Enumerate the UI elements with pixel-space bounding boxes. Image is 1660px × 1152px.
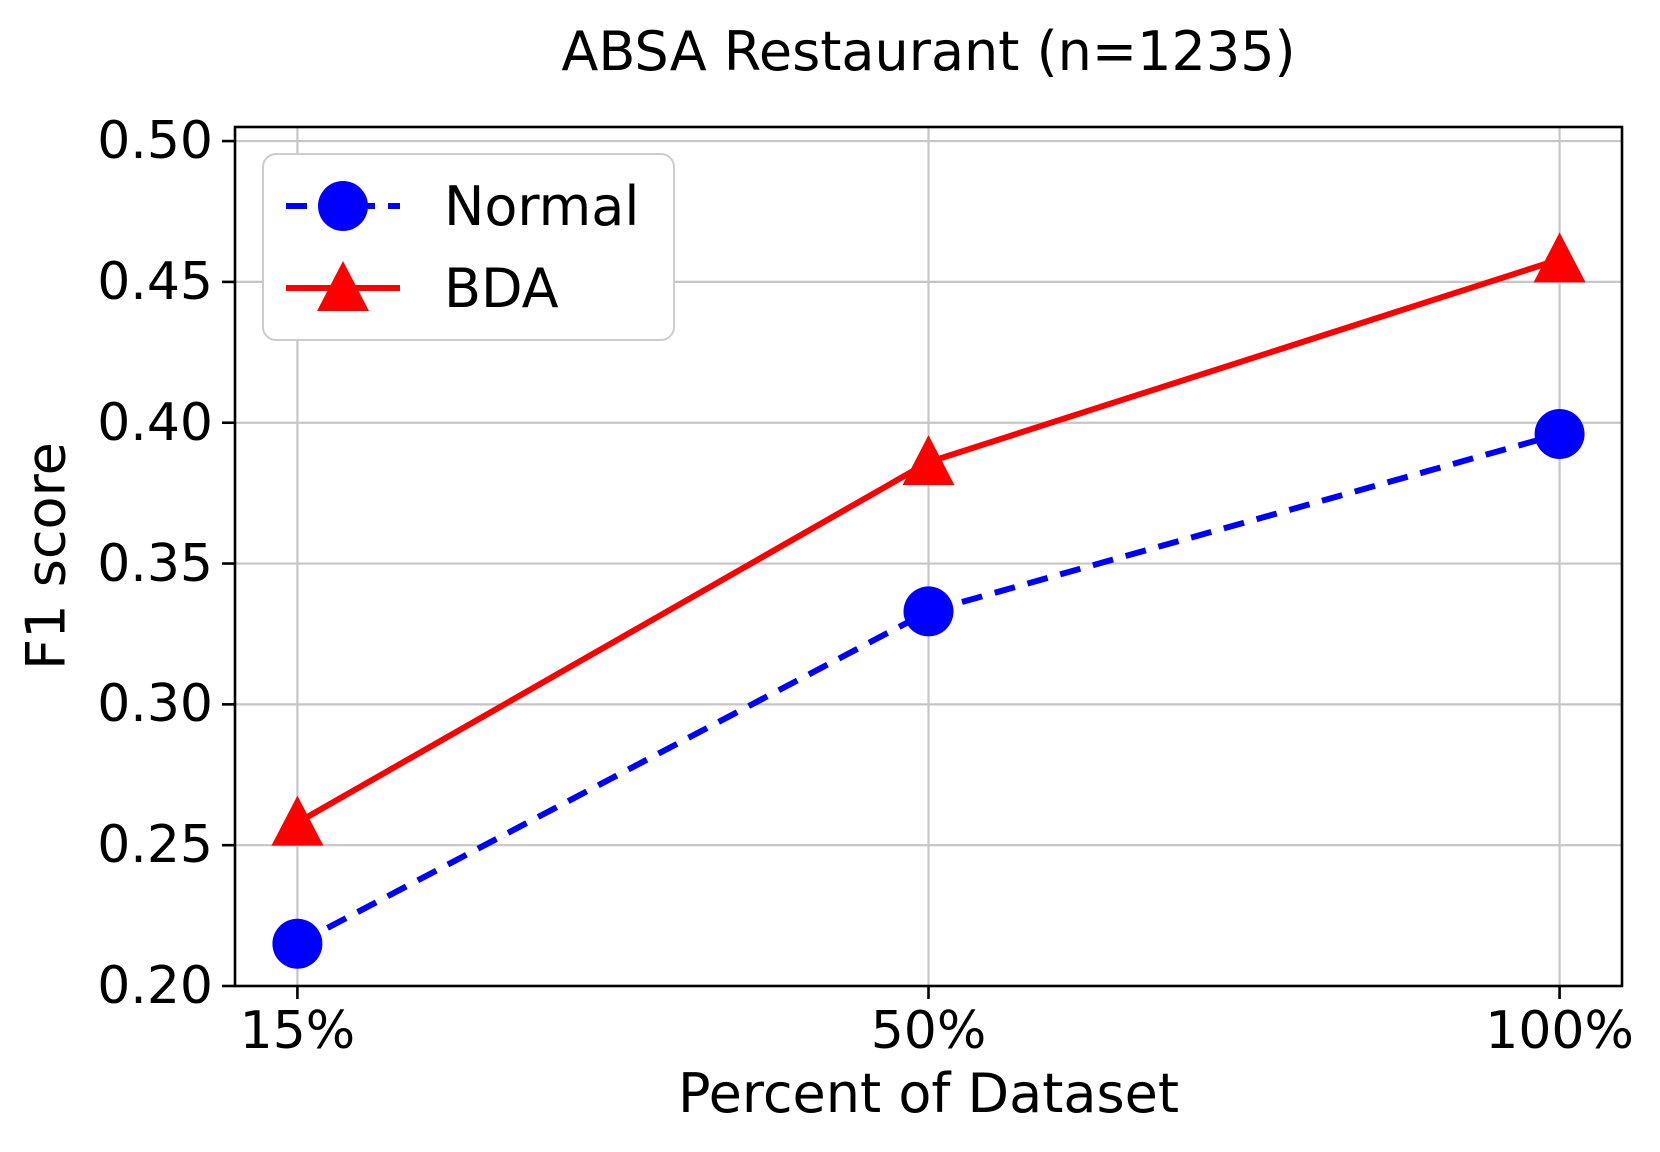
series-normal-marker bbox=[272, 918, 323, 969]
series-bda-marker bbox=[271, 795, 324, 846]
legend-entry-label: Normal bbox=[444, 174, 640, 238]
y-tick-label: 0.35 bbox=[97, 533, 213, 594]
chart-title: ABSA Restaurant (n=1235) bbox=[561, 20, 1296, 83]
x-tick-label: 15% bbox=[239, 1001, 356, 1061]
series-bda-marker bbox=[902, 435, 955, 486]
legend: Normal BDA bbox=[262, 153, 676, 341]
y-tick-label: 0.40 bbox=[97, 392, 213, 453]
y-tick-label: 0.50 bbox=[97, 111, 213, 172]
legend-entry: BDA bbox=[284, 247, 639, 329]
x-tick-label: 100% bbox=[1485, 1001, 1634, 1061]
series-bda-marker bbox=[1533, 232, 1586, 283]
triangle-marker-icon bbox=[317, 261, 369, 311]
legend-entry-label: BDA bbox=[444, 256, 559, 320]
legend-entry: Normal bbox=[284, 165, 639, 247]
legend-normal-sample bbox=[286, 181, 400, 231]
x-tick-label: 50% bbox=[870, 1001, 987, 1061]
y-tick-label: 0.30 bbox=[97, 674, 213, 735]
circle-marker-icon bbox=[318, 181, 368, 231]
y-tick-label: 0.20 bbox=[97, 956, 213, 1016]
series-normal-marker bbox=[1534, 408, 1585, 459]
legend-bda-sample bbox=[286, 261, 400, 311]
y-tick-label: 0.45 bbox=[97, 251, 213, 312]
y-tick-label: 0.25 bbox=[97, 815, 213, 876]
series-normal-marker bbox=[903, 586, 954, 637]
x-axis-label: Percent of Dataset bbox=[677, 1062, 1180, 1125]
